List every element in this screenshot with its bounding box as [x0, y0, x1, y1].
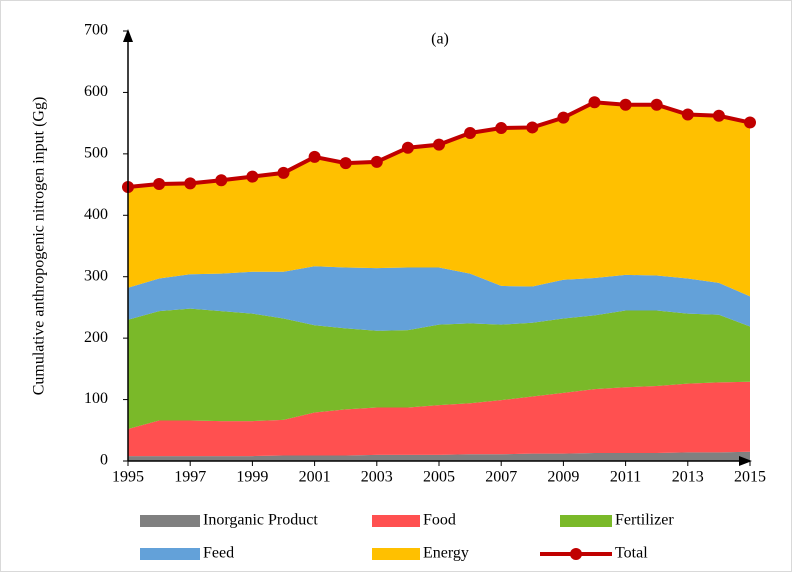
total-marker [215, 174, 228, 187]
total-marker [153, 177, 166, 190]
area [128, 381, 750, 457]
area [128, 102, 750, 297]
x-tick-label: 2013 [672, 469, 704, 486]
total-marker [681, 108, 694, 121]
y-axis-arrow [123, 29, 133, 42]
total-marker [246, 170, 259, 183]
plot-area [122, 96, 756, 461]
legend-label: Food [423, 512, 456, 529]
total-marker [184, 177, 197, 190]
total-marker [557, 111, 570, 124]
legend-label: Fertilizer [615, 512, 674, 529]
legend-swatch [560, 515, 612, 527]
total-marker [464, 126, 477, 139]
y-tick-label: 700 [84, 22, 108, 39]
y-tick-label: 500 [84, 145, 108, 162]
total-marker [619, 98, 632, 111]
y-tick-label: 100 [84, 390, 108, 407]
total-marker [308, 150, 321, 163]
x-tick-label: 2005 [423, 469, 455, 486]
y-axis-title: Cumulative anthropogenic nitrogen input … [31, 97, 48, 396]
y-tick-label: 600 [84, 83, 108, 100]
annotation: (a) [431, 31, 449, 48]
y-tick-label: 300 [84, 267, 108, 284]
area [128, 266, 750, 331]
legend-swatch [140, 548, 200, 560]
legend-marker [570, 548, 582, 560]
total-marker [712, 109, 725, 122]
x-tick-label: 1999 [236, 469, 268, 486]
x-tick-label: 2009 [547, 469, 579, 486]
total-marker [744, 116, 756, 129]
legend-label: Inorganic Product [203, 512, 318, 529]
x-tick-label: 1997 [174, 469, 206, 486]
total-marker [495, 122, 508, 135]
total-marker [370, 155, 383, 168]
x-tick-label: 2007 [485, 469, 517, 486]
total-marker [277, 166, 290, 179]
x-tick-label: 2015 [734, 469, 766, 486]
legend-label: Energy [423, 545, 469, 562]
legend-label: Total [615, 545, 648, 562]
x-tick-label: 1995 [112, 469, 144, 486]
y-tick-label: 0 [100, 452, 108, 469]
total-marker [339, 157, 352, 170]
total-marker [650, 98, 663, 111]
y-tick-label: 200 [84, 329, 108, 346]
x-tick-label: 2003 [361, 469, 393, 486]
legend-swatch [372, 548, 420, 560]
total-marker [588, 96, 601, 109]
total-marker [433, 138, 445, 151]
x-axis-arrow [739, 456, 752, 466]
total-marker [401, 141, 414, 154]
area [128, 308, 750, 430]
x-tick-label: 2011 [610, 469, 641, 486]
area [128, 451, 750, 461]
legend-swatch [372, 515, 420, 527]
legend-swatch [140, 515, 200, 527]
x-tick-label: 2001 [299, 469, 331, 486]
total-marker [526, 121, 539, 134]
legend-label: Feed [203, 545, 234, 562]
y-tick-label: 400 [84, 206, 108, 223]
